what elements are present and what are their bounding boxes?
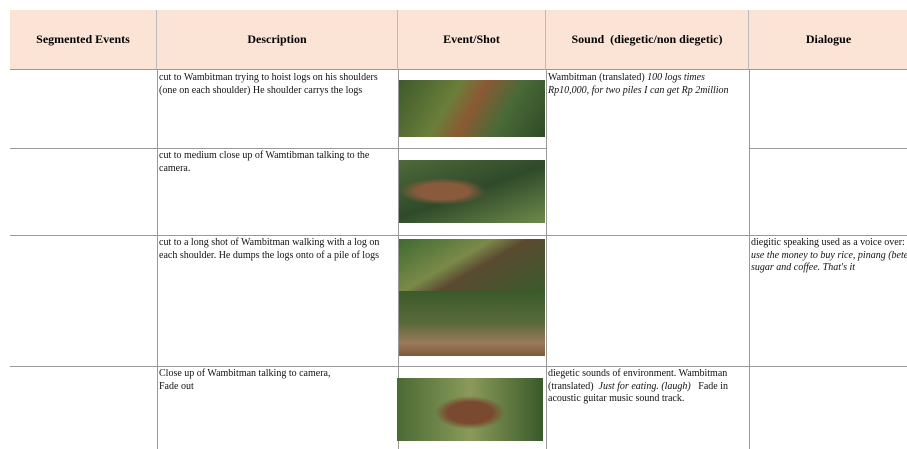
grid-line: [398, 70, 399, 449]
text: cut to a long shot of Wambitman walking …: [159, 237, 380, 261]
photo: [397, 378, 543, 441]
dialogue: diegitic speaking used as a voice over: …: [751, 237, 907, 275]
header-cell: Event/Shot: [398, 10, 546, 70]
description: cut to medium close up of Wamtibman talk…: [159, 150, 395, 175]
text: 100 logs times Rp10,000, for two piles I…: [548, 72, 729, 96]
header-cell: Segmented Events: [10, 10, 157, 70]
grid-line: [749, 70, 750, 449]
description: cut to a long shot of Wambitman walking …: [159, 237, 395, 262]
header-cell: Dialogue: [749, 10, 907, 70]
sound: Wambitman (translated) 100 logs times Rp…: [548, 72, 746, 97]
text: Fade in acoustic guitar music sound trac…: [548, 380, 731, 405]
grid-line: [10, 366, 907, 367]
text: diegitic speaking used as a voice over:: [751, 237, 907, 248]
text: Fade out: [159, 380, 194, 392]
photo: [399, 80, 545, 137]
grid-line: [546, 70, 547, 449]
photo: [399, 291, 545, 356]
photo: [399, 239, 545, 291]
photo: [399, 160, 545, 223]
description: Close up of Wambitman talking to camera,…: [159, 368, 395, 393]
grid-line: [10, 148, 546, 149]
text: diegetic sounds of environment. Wambitma…: [548, 368, 730, 392]
grid-line: [749, 148, 907, 149]
header-cell: Sound (diegetic/non diegetic): [546, 10, 749, 70]
text: Wambitman (translated): [548, 72, 648, 83]
text: I can use the money to buy rice, pinang …: [751, 249, 907, 274]
description: cut to Wambitman trying to hoist logs on…: [159, 72, 395, 97]
sound: diegetic sounds of environment. Wambitma…: [548, 368, 746, 406]
text: cut to Wambitman trying to hoist logs on…: [159, 72, 378, 96]
grid-line: [157, 70, 158, 449]
header-cell: Description: [157, 10, 398, 70]
text: Just for eating. (laugh): [598, 380, 691, 392]
text: cut to medium close up of Wamtibman talk…: [159, 150, 370, 174]
text: Close up of Wambitman talking to camera,: [159, 368, 331, 379]
grid-line: [10, 235, 907, 236]
